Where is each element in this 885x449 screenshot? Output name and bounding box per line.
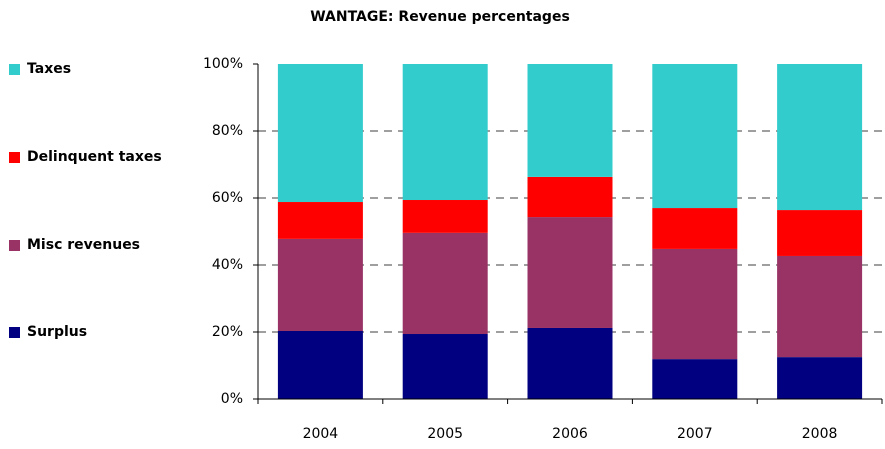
legend-label: Misc revenues <box>27 237 140 253</box>
bar-segment <box>652 208 738 249</box>
bar-segment <box>777 357 863 399</box>
legend-label: Delinquent taxes <box>27 149 162 165</box>
legend-label: Taxes <box>27 61 71 77</box>
x-tick-label: 2007 <box>677 426 713 442</box>
y-tick-label: 60% <box>212 190 243 206</box>
legend-swatch <box>9 152 20 163</box>
bar-segment <box>527 327 613 399</box>
bar-segment <box>402 200 488 233</box>
bar-segment <box>402 334 488 399</box>
chart-title: WANTAGE: Revenue percentages <box>310 9 570 25</box>
bar-segment <box>652 248 738 360</box>
y-tick-label: 20% <box>212 324 243 340</box>
y-tick-label: 40% <box>212 257 243 273</box>
legend-swatch <box>9 327 20 338</box>
bar-segment <box>652 359 738 399</box>
x-tick-label: 2005 <box>427 426 463 442</box>
bar-segment <box>277 202 363 239</box>
legend-swatch <box>9 64 20 75</box>
bar-segment <box>527 217 613 328</box>
y-tick-label: 0% <box>221 391 243 407</box>
y-tick-label: 100% <box>203 56 243 72</box>
x-tick-label: 2008 <box>802 426 838 442</box>
bar-segment <box>402 64 488 201</box>
bar-segment <box>777 210 863 256</box>
bar-segment <box>777 64 863 211</box>
bar-segment <box>527 64 613 177</box>
bar-segment <box>527 176 613 218</box>
legend-swatch <box>9 240 20 251</box>
bar-segment <box>277 64 363 203</box>
bar-segment <box>277 330 363 399</box>
x-tick-label: 2004 <box>303 426 339 442</box>
bar-segment <box>777 255 863 358</box>
x-tick-label: 2006 <box>552 426 588 442</box>
bar-segment <box>402 232 488 335</box>
y-tick-label: 80% <box>212 123 243 139</box>
bar-segment <box>652 64 738 209</box>
bar-segment <box>277 238 363 331</box>
legend-label: Surplus <box>27 324 87 340</box>
